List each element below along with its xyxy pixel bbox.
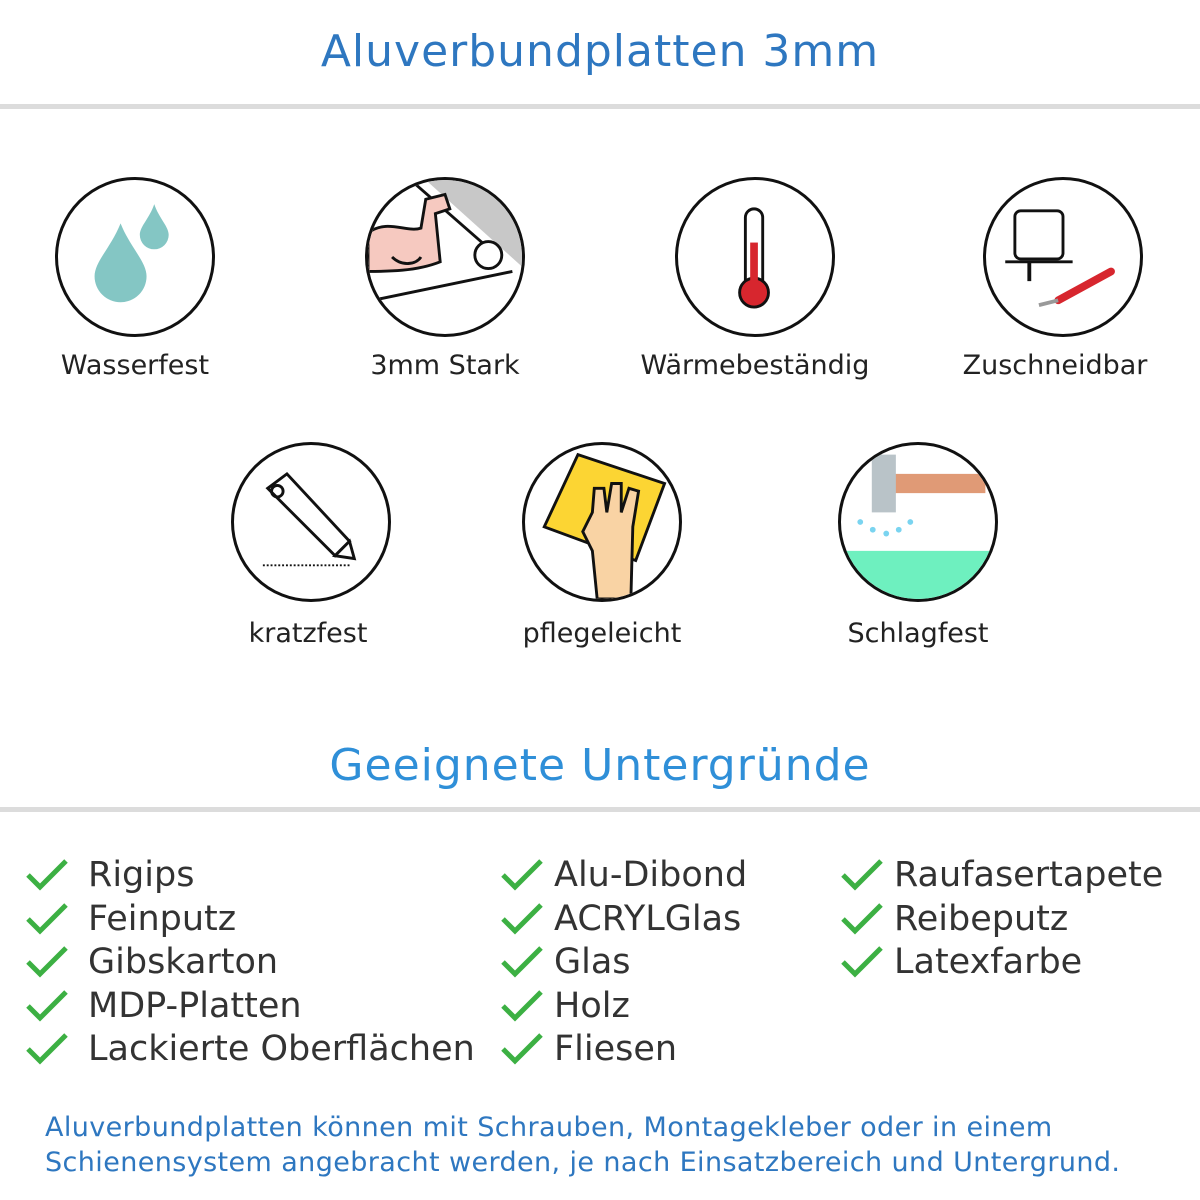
check-icon	[25, 1031, 69, 1067]
feature-label: Zuschneidbar	[962, 350, 1148, 381]
feature-label: kratzfest	[248, 618, 368, 649]
cutter-knife-icon	[231, 442, 391, 602]
check-icon	[840, 857, 884, 893]
check-icon	[500, 857, 544, 893]
feature-label: 3mm Stark	[370, 350, 520, 381]
check-icon	[25, 901, 69, 937]
substrate-item: Alu-Dibond	[554, 855, 748, 895]
check-icon	[25, 857, 69, 893]
substrate-item: Reibeputz	[894, 898, 1069, 939]
check-icon	[500, 944, 544, 980]
feature-label: Schlagfest	[847, 618, 989, 649]
footer-note: Aluverbundplatten können mit Schrauben, …	[45, 1110, 1120, 1180]
substrate-item: Latexfarbe	[894, 942, 1083, 982]
substrate-item: Fliesen	[554, 1029, 678, 1069]
substrate-item: Holz	[554, 985, 630, 1026]
substrate-item: Lackierte Oberflächen	[88, 1029, 475, 1069]
check-icon	[500, 988, 544, 1024]
check-icon	[500, 1031, 544, 1067]
substrate-item: Feinputz	[88, 898, 237, 939]
feature-label: pflegeleicht	[522, 618, 682, 649]
section-title: Geeignete Untergründe	[329, 740, 871, 791]
page-title: Aluverbundplatten 3mm	[320, 26, 880, 77]
feature-label: Wasserfest	[60, 350, 210, 381]
substrate-item: Rigips	[88, 855, 195, 895]
strong-arm-icon	[365, 177, 525, 337]
jigsaw-knife-icon	[983, 177, 1143, 337]
substrate-item: ACRYLGlas	[554, 898, 742, 939]
check-icon	[25, 944, 69, 980]
substrate-item: Glas	[554, 942, 631, 982]
check-icon	[500, 901, 544, 937]
substrate-item: Raufasertapete	[894, 855, 1164, 895]
divider	[0, 104, 1200, 109]
divider	[0, 807, 1200, 812]
hammer-icon	[838, 442, 998, 602]
footer-line: Aluverbundplatten können mit Schrauben, …	[45, 1112, 1053, 1143]
substrate-item: MDP-Platten	[88, 985, 302, 1026]
water-drops-icon	[55, 177, 215, 337]
check-icon	[25, 988, 69, 1024]
check-icon	[840, 944, 884, 980]
hand-sponge-icon	[522, 442, 682, 602]
thermometer-icon	[675, 177, 835, 337]
check-icon	[840, 901, 884, 937]
substrate-item: Gibskarton	[88, 942, 279, 982]
feature-label: Wärmebeständig	[640, 350, 870, 381]
footer-line: Schienensystem angebracht werden, je nac…	[45, 1147, 1121, 1178]
